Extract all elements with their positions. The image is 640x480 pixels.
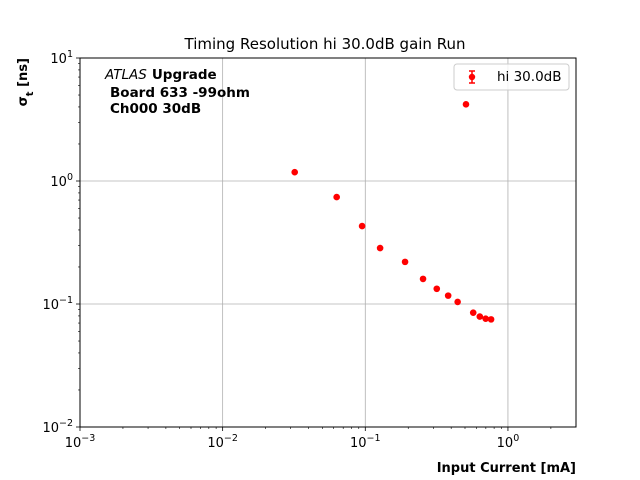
x-axis-tick-labels: 10−3 10−2 10−1 100 bbox=[65, 433, 520, 451]
data-point bbox=[482, 315, 489, 322]
x-tick-label: 10−2 bbox=[207, 433, 238, 451]
data-point bbox=[433, 285, 441, 293]
data-point bbox=[476, 313, 484, 320]
x-tick-label: 10−3 bbox=[65, 433, 96, 451]
y-tick-label: 10−1 bbox=[42, 295, 73, 313]
y-tick-label: 100 bbox=[50, 172, 73, 190]
data-point bbox=[487, 316, 495, 323]
atlas-label: ATLAS bbox=[104, 67, 147, 83]
y-tick-label: 10−2 bbox=[42, 418, 73, 436]
upgrade-label: Upgrade bbox=[152, 67, 217, 83]
atlas-annotation: ATLAS Upgrade Board 633 -99ohm Ch000 30dB bbox=[104, 67, 250, 117]
annotation-line-2: Board 633 -99ohm bbox=[110, 85, 250, 101]
data-point bbox=[419, 275, 427, 283]
legend-dot bbox=[468, 73, 476, 81]
plot-area bbox=[76, 57, 577, 431]
data-point bbox=[358, 222, 366, 230]
annotation-line-1: ATLAS Upgrade bbox=[104, 67, 217, 83]
legend: hi 30.0dB bbox=[453, 63, 570, 91]
x-tick-label: 100 bbox=[497, 433, 520, 451]
x-tick-label: 10−1 bbox=[350, 433, 381, 451]
data-point bbox=[376, 244, 384, 252]
data-point bbox=[469, 309, 477, 316]
y-tick-label: 101 bbox=[50, 49, 73, 67]
legend-frame bbox=[453, 63, 570, 91]
data-point bbox=[454, 298, 461, 306]
x-axis-label: Input Current [mA] bbox=[437, 461, 576, 476]
y-axis-tick-labels: 10−2 10−1 100 101 bbox=[42, 49, 73, 436]
chart-title: Timing Resolution hi 30.0dB gain Run bbox=[184, 35, 466, 53]
annotation-line-3: Ch000 30dB bbox=[110, 101, 201, 117]
data-point bbox=[333, 193, 340, 201]
y-axis-label: σt [ns] bbox=[16, 58, 36, 106]
data-point bbox=[462, 101, 470, 108]
legend-marker-hi-30db bbox=[468, 70, 476, 84]
data-point bbox=[401, 258, 409, 266]
legend-label-hi-30db: hi 30.0dB bbox=[497, 69, 562, 85]
data-point bbox=[291, 168, 299, 176]
grid-layer bbox=[80, 58, 576, 427]
data-point bbox=[444, 292, 452, 299]
plot-frame bbox=[79, 57, 577, 428]
major-tick-layer bbox=[76, 57, 509, 431]
data-points-layer bbox=[291, 101, 495, 323]
